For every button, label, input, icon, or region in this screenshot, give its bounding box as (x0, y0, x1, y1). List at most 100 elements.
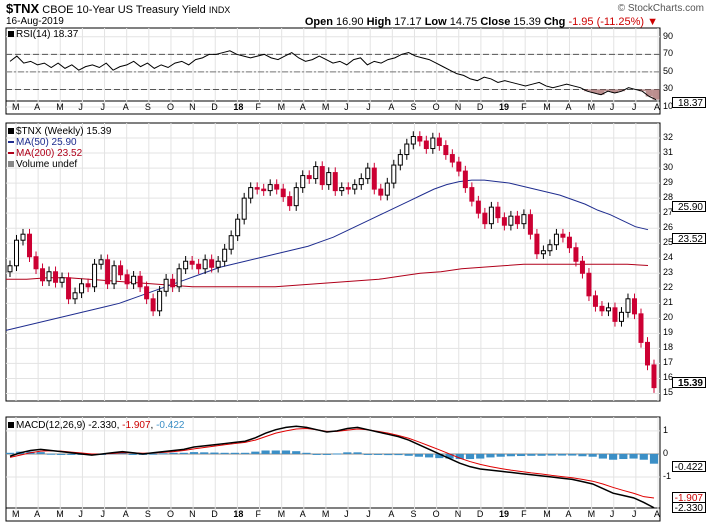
price-candle (644, 341, 650, 366)
macd-histogram-bar (588, 453, 597, 457)
x-tick-label: M (277, 102, 286, 112)
open-label: Open (304, 16, 333, 28)
price-candle (261, 188, 267, 192)
price-candle (150, 298, 156, 312)
price-legend: $TNX (Weekly) 15.39 MA(50) 25.90 MA(200)… (8, 126, 111, 170)
price-candle (85, 283, 91, 288)
price-candle (436, 137, 442, 147)
price-ytick: 20 (663, 312, 674, 323)
x-tick-label: 18 (233, 102, 244, 112)
x-tick-label: A (388, 509, 395, 519)
high-label: High (366, 16, 392, 28)
x-tick-label: A (299, 509, 306, 519)
price-candle (267, 184, 273, 192)
x-tick-label: M (277, 509, 286, 519)
x-tick-label: A (122, 102, 129, 112)
chg-value: -1.95 (-11.25%) (568, 16, 645, 28)
price-candle (573, 247, 579, 262)
price-candle (196, 263, 202, 270)
price-candle (521, 214, 527, 225)
x-tick-label: A (565, 102, 572, 112)
price-candle (553, 233, 559, 246)
macd-histogram-bar (230, 452, 239, 454)
price-candle (293, 187, 299, 207)
legend-volume: Volume undef (8, 159, 111, 170)
rsi-ytick: 90 (663, 30, 674, 41)
down-arrow-icon: ▼ (647, 16, 658, 28)
price-candle (566, 236, 572, 249)
x-tick-label: M (56, 102, 64, 112)
macd-histogram-bar (179, 452, 188, 454)
price-candle (449, 154, 455, 163)
price-ytick: 19 (663, 327, 674, 338)
price-candle (527, 214, 533, 235)
price-candle (222, 248, 228, 262)
macd-histogram-bar (496, 453, 505, 457)
x-tick-label: A (122, 509, 129, 519)
price-candle (358, 178, 364, 186)
price-candle (443, 145, 449, 156)
price-candle (98, 259, 104, 265)
rsi-oversold-fill (611, 89, 619, 93)
macd-histogram-bar (506, 453, 515, 457)
price-candle (417, 136, 423, 142)
macd-line (9, 425, 655, 509)
macd-histogram-bar (527, 453, 536, 456)
price-candle (215, 260, 221, 268)
macd-histogram-bar (578, 453, 587, 457)
x-tick-label: J (631, 102, 637, 112)
macd-histogram-bar (189, 452, 199, 454)
price-ytick: 21 (663, 297, 674, 308)
price-ytick: 15 (663, 387, 674, 398)
x-tick-label: M (56, 509, 64, 519)
macd-histogram-bar (517, 453, 526, 457)
x-tick-label: A (34, 509, 41, 519)
macd-histogram-bar (118, 453, 127, 455)
price-candle (137, 275, 143, 288)
x-tick-label: J (609, 102, 615, 112)
price-ytick: 28 (663, 192, 674, 203)
close-last-tag: 15.39 (672, 377, 706, 389)
macd-histogram-bar (619, 453, 628, 460)
x-tick-label: J (609, 509, 615, 519)
price-candle (352, 184, 358, 190)
price-candle (638, 313, 644, 343)
rsi-oversold-fill (597, 89, 605, 95)
macd-histogram-bar (639, 453, 648, 460)
macd-histogram-bar (281, 450, 291, 454)
price-candle (306, 175, 312, 180)
macd-ytick: 0 (663, 447, 669, 458)
x-tick-label: A (34, 102, 41, 112)
macd-histogram-bar (220, 452, 229, 454)
macd-histogram-bar (353, 452, 362, 454)
rsi-line (9, 50, 657, 101)
macd-histogram-bar (629, 453, 638, 459)
price-candle (631, 298, 637, 315)
price-ytick: 25 (663, 237, 674, 248)
macd-histogram-bar (455, 453, 464, 460)
price-candle (92, 263, 98, 288)
macd-histogram-bar (271, 450, 280, 454)
price-candle (384, 182, 390, 196)
macd-histogram-bar (128, 453, 137, 455)
x-tick-label: F (521, 509, 527, 519)
x-tick-label: S (144, 102, 151, 112)
chart-title: $TNX CBOE 10-Year US Treasury Yield INDX (6, 1, 230, 16)
macd-histogram-bar (486, 453, 495, 458)
price-candle (235, 218, 241, 237)
price-candle (300, 175, 306, 189)
hist-last-tag: -0.422 (672, 461, 706, 473)
instrument-name: CBOE 10-Year US Treasury Yield (42, 4, 206, 16)
price-candle (326, 172, 332, 186)
x-tick-label: J (100, 509, 106, 519)
legend-ma50: MA(50) 25.90 (8, 137, 111, 148)
macd-panel-frame (5, 416, 661, 515)
macd-histogram-bar (312, 453, 321, 455)
price-candle (170, 278, 176, 288)
price-candle (410, 136, 416, 145)
x-tick-label: S (144, 509, 151, 519)
x-tick-label: N (189, 102, 196, 112)
high-value: 17.17 (394, 16, 422, 28)
price-candle (20, 233, 26, 241)
